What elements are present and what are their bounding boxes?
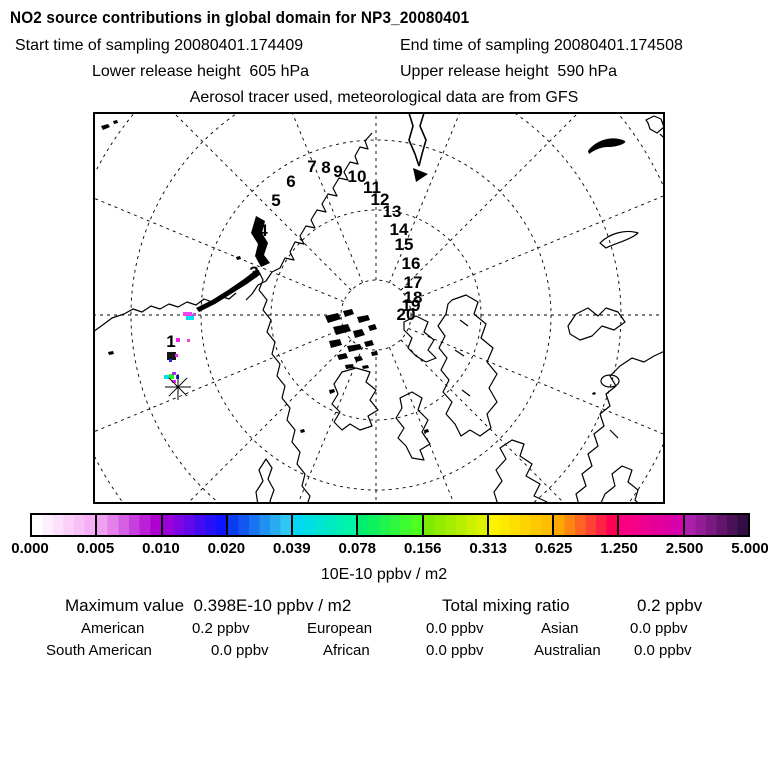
meridian-line bbox=[400, 113, 579, 291]
colorbar-tick: 0.078 bbox=[338, 540, 377, 557]
meridian-line bbox=[388, 113, 461, 283]
meridian-line bbox=[408, 195, 664, 303]
trajectory-point-label: 18 bbox=[404, 288, 423, 307]
contribution-pixel bbox=[169, 374, 174, 379]
trajectory-point-label: 7 bbox=[307, 157, 316, 176]
colorbar-segment bbox=[162, 515, 228, 535]
trajectory-point-label: 1 bbox=[166, 332, 175, 351]
contribution-pixel bbox=[186, 316, 194, 320]
colorbar-segment bbox=[227, 515, 294, 535]
trajectory-point-label: 4 bbox=[258, 221, 268, 240]
colorbar-tick: 0.039 bbox=[273, 540, 311, 557]
colorbar-tick: 0.625 bbox=[534, 540, 573, 557]
colorbar bbox=[30, 513, 750, 537]
meridian-line bbox=[94, 197, 344, 303]
trajectory-point-label: 13 bbox=[383, 202, 402, 221]
total-mixing-ratio-label: Total mixing ratio bbox=[442, 596, 570, 615]
lower-release-label: Lower release height 605 hPa bbox=[92, 63, 310, 80]
contribution-pixel bbox=[193, 313, 196, 316]
release-marker-asterisk bbox=[165, 374, 191, 400]
trajectory-point-label: 9 bbox=[333, 162, 342, 181]
trajectory-point-label: 8 bbox=[321, 158, 330, 177]
trajectory-point-label: 20 bbox=[397, 305, 416, 324]
map-frame bbox=[93, 112, 665, 504]
maximum-value-label: Maximum value 0.398E-10 ppbv / m2 bbox=[65, 596, 352, 615]
trajectory-point-label: 16 bbox=[402, 254, 421, 273]
meridian-line bbox=[173, 113, 352, 291]
region-name: Asian bbox=[541, 620, 579, 637]
colorbar-tick: 1.250 bbox=[600, 540, 638, 557]
trajectory-point-label: 14 bbox=[390, 220, 409, 239]
colorbar-segment bbox=[423, 515, 489, 535]
colorbar-segment bbox=[684, 515, 748, 535]
colorbar-segment bbox=[358, 515, 424, 535]
coastlines bbox=[94, 113, 664, 503]
contribution-pixel bbox=[172, 380, 176, 383]
colorbar-segment bbox=[97, 515, 163, 535]
trajectory-point-label: 15 bbox=[395, 235, 414, 254]
colorbar-tick: 0.000 bbox=[11, 540, 49, 557]
region-value: 0.0 ppbv bbox=[630, 620, 688, 637]
meridian-line bbox=[408, 327, 664, 435]
trajectory-point-label: 19 bbox=[402, 296, 421, 315]
meridian-line bbox=[187, 339, 352, 503]
meridian-line bbox=[400, 339, 565, 503]
colorbar-unit-label: 10E-10 ppbv / m2 bbox=[320, 566, 448, 583]
colorbar-segment bbox=[554, 515, 620, 535]
total-mixing-ratio-value: 0.2 ppbv bbox=[637, 596, 703, 615]
meridian-line bbox=[297, 347, 364, 503]
contribution-pixel bbox=[167, 352, 176, 360]
contribution-pixel bbox=[183, 312, 192, 316]
region-name: American bbox=[81, 620, 145, 637]
graticule-dashed-lines bbox=[94, 113, 664, 503]
trajectory-point-label: 6 bbox=[286, 172, 295, 191]
region-name: South American bbox=[46, 642, 152, 659]
contribution-pixel bbox=[164, 375, 169, 379]
end-time-label: End time of sampling 20080401.174508 bbox=[400, 37, 683, 54]
colorbar-segment bbox=[619, 515, 685, 535]
region-value: 0.0 ppbv bbox=[426, 620, 484, 637]
latitude-circle bbox=[94, 113, 664, 503]
colorbar-segment bbox=[32, 515, 98, 535]
colorbar-tick: 0.020 bbox=[207, 540, 246, 557]
contribution-pixel bbox=[175, 354, 178, 357]
colorbar-tick: 0.313 bbox=[469, 540, 507, 557]
contribution-pixel bbox=[176, 338, 180, 342]
meridian-line bbox=[388, 347, 455, 503]
colorbar-tick: 0.156 bbox=[403, 540, 442, 557]
region-value: 0.0 ppbv bbox=[211, 642, 269, 659]
upper-release-label: Upper release height 590 hPa bbox=[400, 63, 618, 80]
colorbar-tick: 0.010 bbox=[142, 540, 180, 557]
polar-map-panel: 1 3 4 5 6 7 8 9 10 11 12 13 14 15 16 17 18 19 20 bbox=[93, 112, 667, 505]
region-name: African bbox=[323, 642, 370, 659]
region-value: 0.0 ppbv bbox=[426, 642, 484, 659]
colorbar-segment bbox=[488, 515, 555, 535]
meridian-line bbox=[291, 113, 364, 283]
trajectory-point-label: 5 bbox=[271, 191, 280, 210]
colorbar-tick: 5.000 bbox=[731, 540, 768, 557]
trajectory-point-label: 3 bbox=[249, 263, 258, 282]
contribution-pixel bbox=[169, 359, 172, 362]
trajectory-point-label: 12 bbox=[371, 190, 390, 209]
asterisk-ray bbox=[168, 377, 188, 397]
colorbar-tick: 2.500 bbox=[665, 540, 704, 557]
trajectory-point-label: 11 bbox=[363, 178, 381, 197]
start-time-label: Start time of sampling 20080401.174409 bbox=[15, 37, 304, 54]
region-value: 0.0 ppbv bbox=[634, 642, 692, 659]
tracer-info-label: Aerosol tracer used, meteorological data… bbox=[189, 89, 579, 106]
contribution-pixel bbox=[172, 372, 176, 375]
region-name: European bbox=[307, 620, 373, 637]
plot-title: NO2 source contributions in global domai… bbox=[10, 8, 470, 27]
region-value: 0.2 ppbv bbox=[192, 620, 250, 637]
colorbar-segment bbox=[293, 515, 359, 535]
meridian-line bbox=[94, 327, 344, 433]
region-name: Australian bbox=[534, 642, 601, 659]
contribution-pixel bbox=[187, 339, 190, 342]
trajectory-point-label: 10 bbox=[348, 167, 367, 186]
colorbar-tick: 0.005 bbox=[76, 540, 115, 557]
trajectory-point-label: 17 bbox=[404, 273, 423, 292]
